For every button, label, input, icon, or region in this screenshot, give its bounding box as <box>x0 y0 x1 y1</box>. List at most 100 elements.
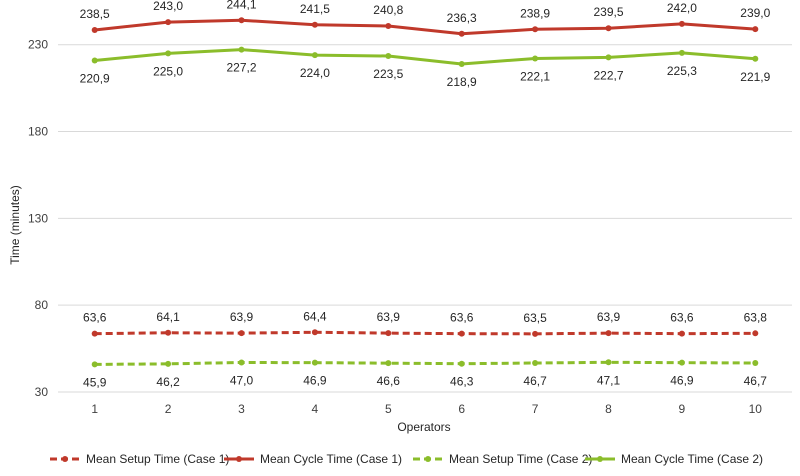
gridlines <box>58 44 792 393</box>
data-label: 218,9 <box>447 75 477 89</box>
data-point <box>605 359 612 366</box>
data-label: 238,5 <box>80 7 110 21</box>
data-label: 47,0 <box>230 373 254 387</box>
legend-label: Mean Setup Time (Case 2) <box>449 452 592 466</box>
data-label: 221,9 <box>740 70 770 84</box>
data-point <box>532 360 539 367</box>
data-point <box>458 61 465 68</box>
data-point <box>752 330 759 337</box>
legend-item: Mean Setup Time (Case 2) <box>413 452 592 466</box>
data-point <box>532 55 539 62</box>
data-point <box>458 330 465 337</box>
x-tick-label: 9 <box>679 402 686 416</box>
legend-marker <box>425 456 431 462</box>
series-lines <box>91 17 759 368</box>
legend: Mean Setup Time (Case 1) Mean Cycle Time … <box>50 452 763 466</box>
data-label: 46,9 <box>303 374 327 388</box>
y-axis-title: Time (minutes) <box>8 185 22 265</box>
data-point <box>91 57 98 64</box>
data-point <box>385 53 392 60</box>
data-point <box>238 17 245 24</box>
data-labels: 63,6 64,1 63,9 64,4 63,9 63,6 63,5 63,9 63,6 63,8… <box>80 0 771 389</box>
data-point <box>532 26 539 33</box>
x-tick-label: 5 <box>385 402 392 416</box>
legend-item: Mean Cycle Time (Case 1) <box>224 452 402 466</box>
legend-label: Mean Cycle Time (Case 1) <box>260 452 402 466</box>
data-point <box>311 329 318 336</box>
y-tick-label: 180 <box>28 125 48 139</box>
data-label: 220,9 <box>80 72 110 86</box>
legend-label: Mean Setup Time (Case 1) <box>86 452 229 466</box>
x-tick-label: 6 <box>458 402 465 416</box>
data-label: 224,0 <box>300 66 330 80</box>
data-label: 47,1 <box>597 373 621 387</box>
data-label: 223,5 <box>373 67 403 81</box>
data-point <box>238 46 245 53</box>
data-point <box>311 359 318 366</box>
data-label: 63,6 <box>83 311 107 325</box>
data-label: 46,3 <box>450 375 474 389</box>
x-tick-label: 10 <box>749 402 763 416</box>
data-point <box>752 55 759 62</box>
data-point <box>678 49 685 56</box>
y-tick-label: 30 <box>35 385 49 399</box>
data-point <box>678 20 685 27</box>
data-point <box>678 359 685 366</box>
y-tick-label: 230 <box>28 38 48 52</box>
data-label: 46,7 <box>744 374 768 388</box>
data-point <box>605 25 612 32</box>
x-tick-label: 7 <box>532 402 539 416</box>
data-point <box>238 359 245 366</box>
data-point <box>458 30 465 37</box>
data-label: 239,0 <box>740 6 770 20</box>
data-point <box>752 360 759 367</box>
data-label: 243,0 <box>153 0 183 13</box>
data-label: 63,9 <box>597 310 621 324</box>
legend-marker <box>597 456 603 462</box>
data-point <box>678 330 685 337</box>
data-label: 45,9 <box>83 375 107 389</box>
data-point <box>238 330 245 337</box>
data-point <box>311 21 318 28</box>
y-tick-label: 80 <box>35 298 49 312</box>
x-tick-label: 8 <box>605 402 612 416</box>
data-label: 240,8 <box>373 3 403 17</box>
legend-label: Mean Cycle Time (Case 2) <box>621 452 763 466</box>
data-label: 238,9 <box>520 6 550 20</box>
data-label: 46,2 <box>156 375 180 389</box>
series-line-4 <box>94 48 756 66</box>
data-label: 46,9 <box>670 374 694 388</box>
data-label: 225,0 <box>153 64 183 78</box>
data-point <box>752 26 759 33</box>
data-point <box>165 360 172 367</box>
data-label: 241,5 <box>300 2 330 16</box>
data-point <box>458 360 465 367</box>
series-line-1 <box>94 330 756 336</box>
series-line-2 <box>94 18 756 36</box>
y-tick-label: 130 <box>28 211 48 225</box>
data-label: 46,7 <box>523 374 547 388</box>
data-label: 46,6 <box>377 374 401 388</box>
data-label: 227,2 <box>226 61 256 75</box>
data-label: 63,9 <box>230 310 254 324</box>
data-point <box>385 22 392 29</box>
data-point <box>165 50 172 57</box>
x-tick-label: 3 <box>238 402 245 416</box>
data-point <box>91 330 98 337</box>
data-label: 63,5 <box>523 311 547 325</box>
x-tick-label: 1 <box>91 402 98 416</box>
legend-item: Mean Setup Time (Case 1) <box>50 452 229 466</box>
data-label: 236,3 <box>447 11 477 25</box>
legend-marker <box>62 456 68 462</box>
data-label: 222,1 <box>520 69 550 83</box>
data-label: 239,5 <box>593 5 623 19</box>
data-label: 63,6 <box>450 311 474 325</box>
legend-marker <box>236 456 242 462</box>
data-point <box>165 329 172 336</box>
data-label: 64,4 <box>303 309 327 323</box>
data-point <box>532 330 539 337</box>
data-label: 63,6 <box>670 311 694 325</box>
data-label: 63,9 <box>377 310 401 324</box>
data-label: 225,3 <box>667 64 697 78</box>
